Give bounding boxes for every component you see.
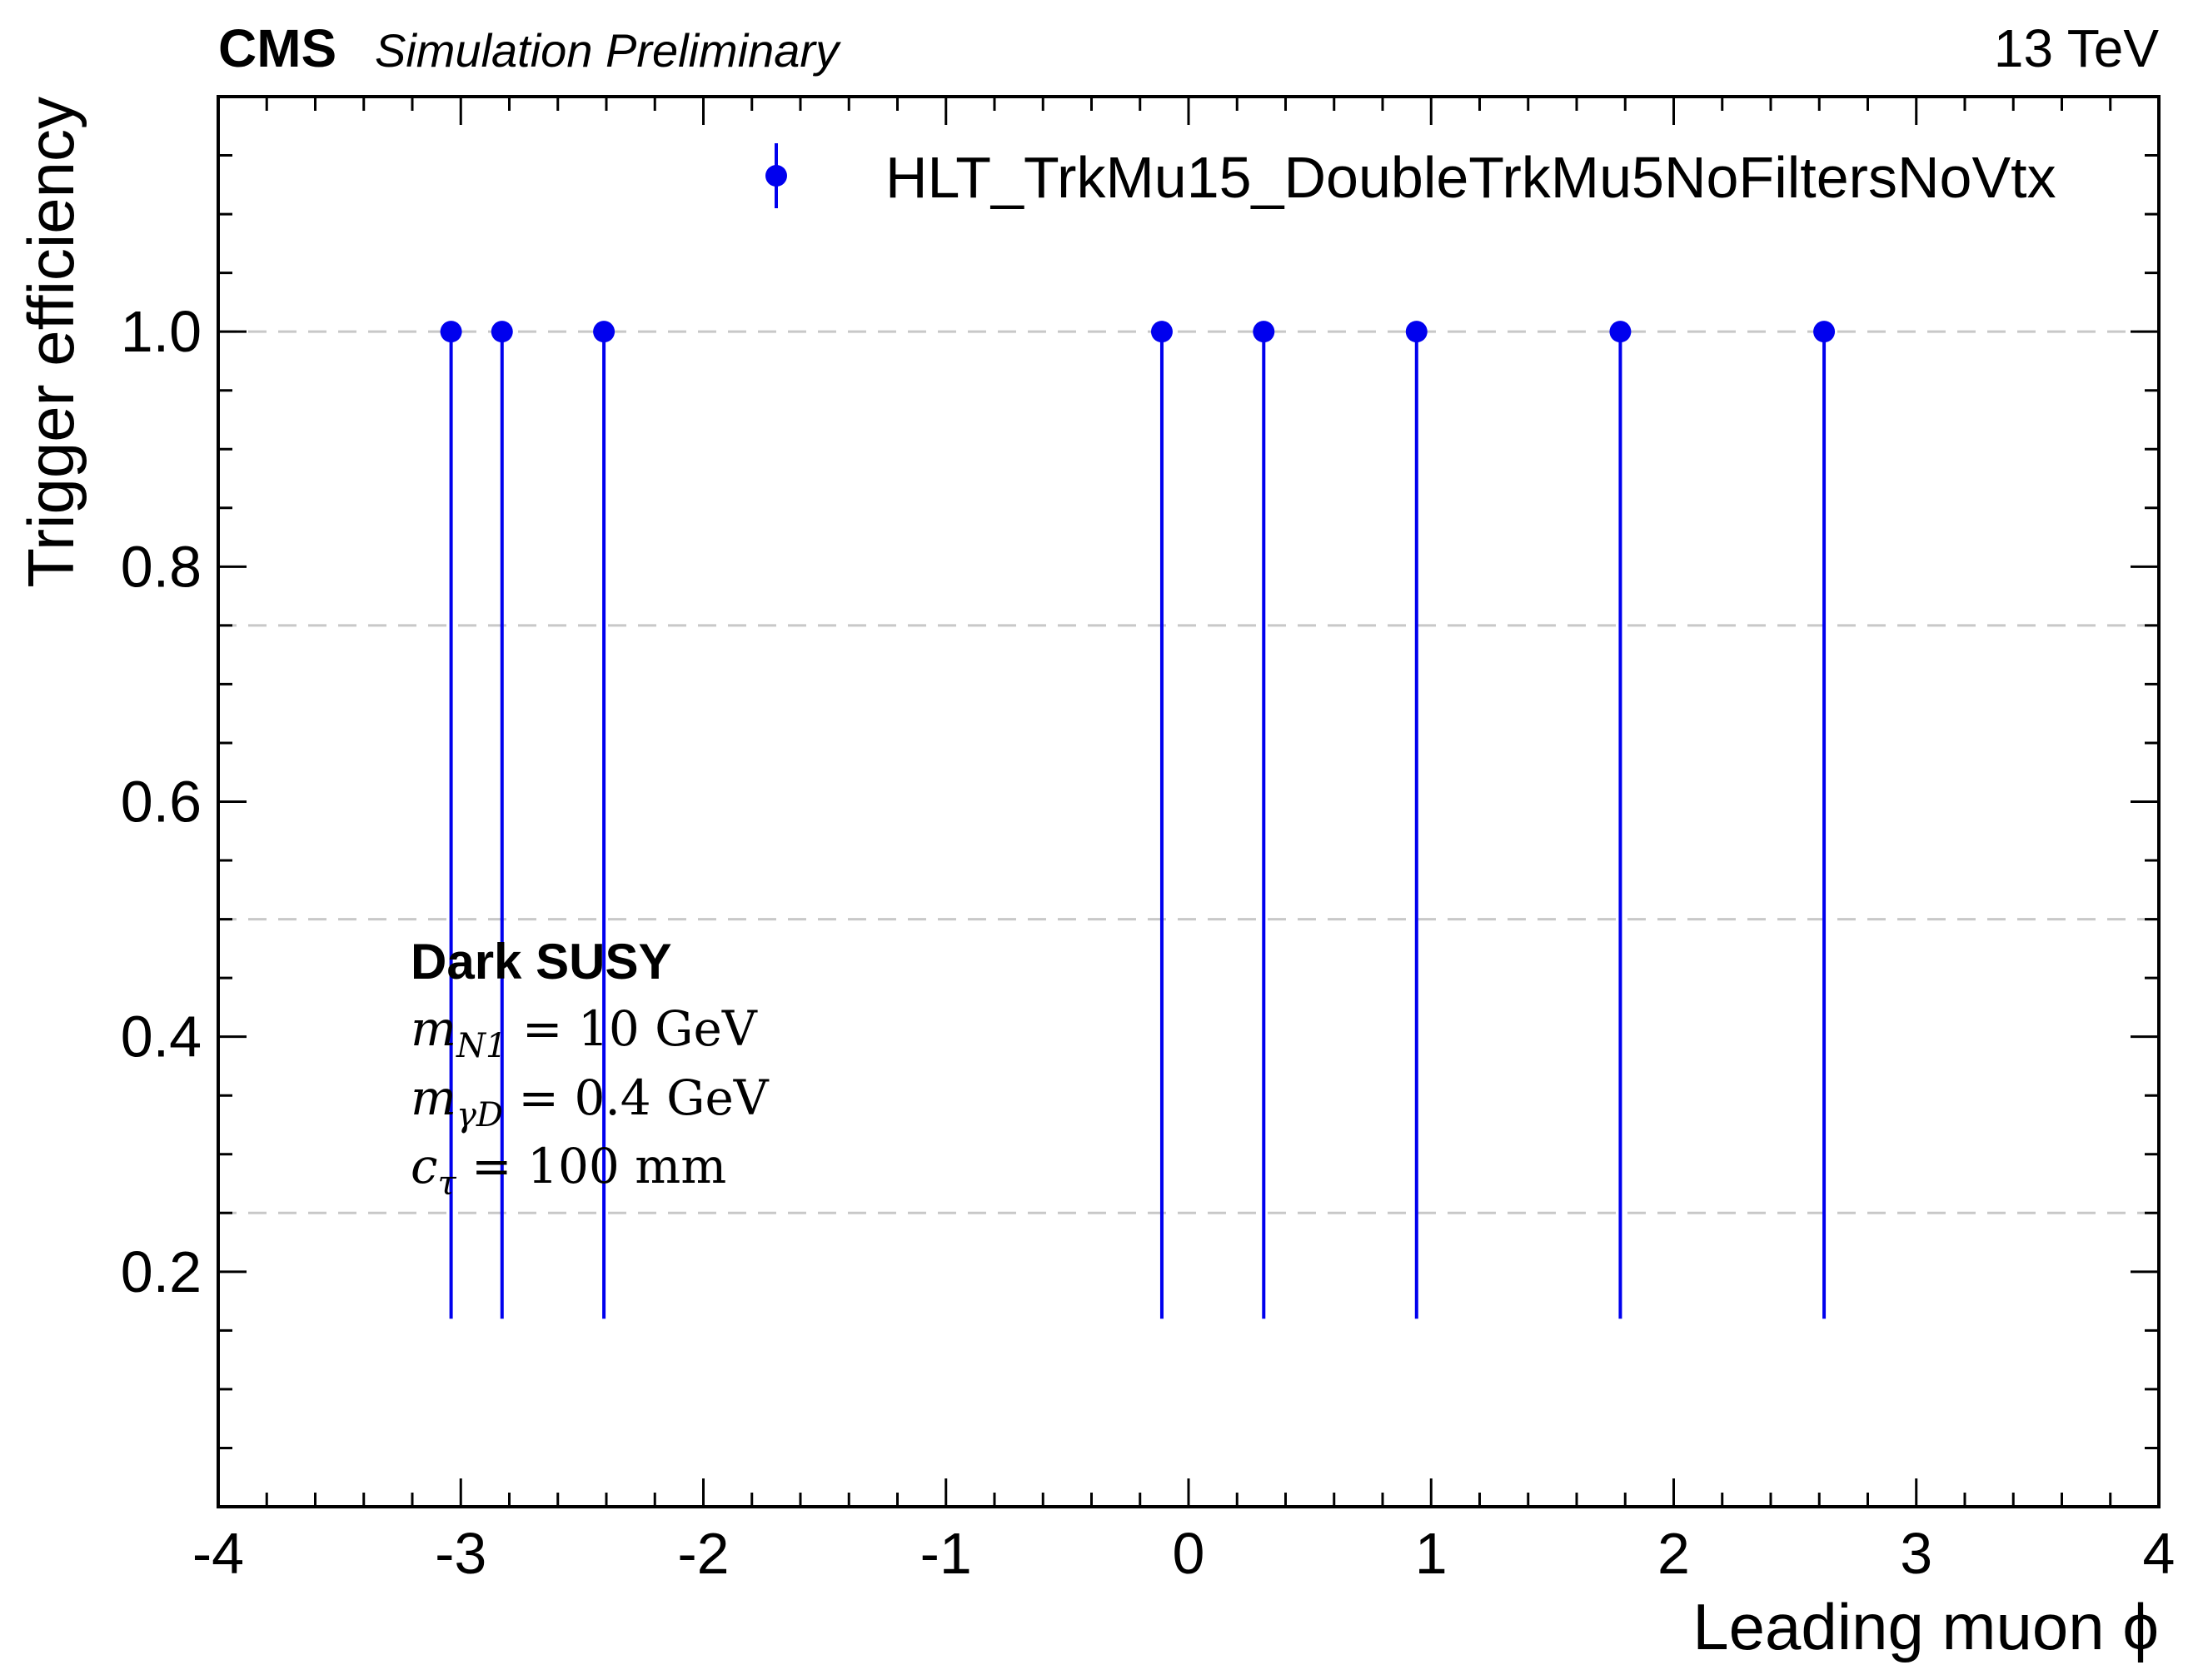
x-tick-label: -1	[920, 1521, 972, 1586]
legend: HLT_TrkMu15_DoubleTrkMu5NoFiltersNoVtx	[765, 143, 2056, 210]
annotation-mass-gammad: mγD = 0.4 GeV	[411, 1069, 770, 1134]
x-tick-label: 1	[1415, 1521, 1448, 1586]
grid-layer	[218, 330, 2159, 1214]
experiment-label: CMS	[218, 18, 336, 78]
annotation-mass-n1: mN1 = 10 GeV	[411, 1000, 758, 1065]
annotation-title: Dark SUSY	[411, 934, 671, 990]
legend-label: HLT_TrkMu15_DoubleTrkMu5NoFiltersNoVtx	[885, 145, 2056, 210]
model-annotation: Dark SUSY mN1 = 10 GeV mγD = 0.4 GeV cτ …	[411, 934, 770, 1203]
x-tick-label: 2	[1657, 1521, 1690, 1586]
data-point	[593, 321, 616, 343]
y-tick-label: 0.6	[121, 770, 202, 835]
y-tick-label: 0.4	[121, 1005, 202, 1069]
plot-frame	[217, 95, 2161, 1508]
y-tick-label: 0.2	[121, 1239, 202, 1304]
energy-label: 13 TeV	[1994, 18, 2159, 78]
data-point	[1609, 321, 1632, 343]
x-tick-label: 0	[1173, 1521, 1205, 1586]
data-point	[1253, 321, 1275, 343]
x-tick-label: 4	[2143, 1521, 2176, 1586]
y-axis-label: Trigger efficiency	[14, 97, 87, 588]
data-point	[1813, 321, 1836, 343]
data-point	[440, 321, 462, 343]
x-axis-label: Leading muon ϕ	[1692, 1590, 2159, 1663]
y-tick-label: 0.8	[121, 534, 202, 599]
x-tick-label: -4	[192, 1521, 244, 1586]
data-point	[1150, 321, 1173, 343]
status-label: Simulation Preliminary	[375, 24, 841, 77]
annotation-ctau: cτ = 100 mm	[411, 1138, 726, 1203]
tick-layer: -4 -3 -2 -1 0 1 2 3 4 0.2 0.4 0.6 0.8 1.0	[121, 97, 2176, 1586]
data-layer	[440, 321, 1836, 1319]
x-tick-label: 3	[1900, 1521, 1932, 1586]
legend-marker	[765, 165, 787, 187]
data-point	[491, 321, 513, 343]
x-tick-label: -2	[677, 1521, 729, 1586]
x-tick-label: -3	[435, 1521, 486, 1586]
data-point	[1405, 321, 1428, 343]
y-tick-label: 1.0	[121, 299, 202, 364]
